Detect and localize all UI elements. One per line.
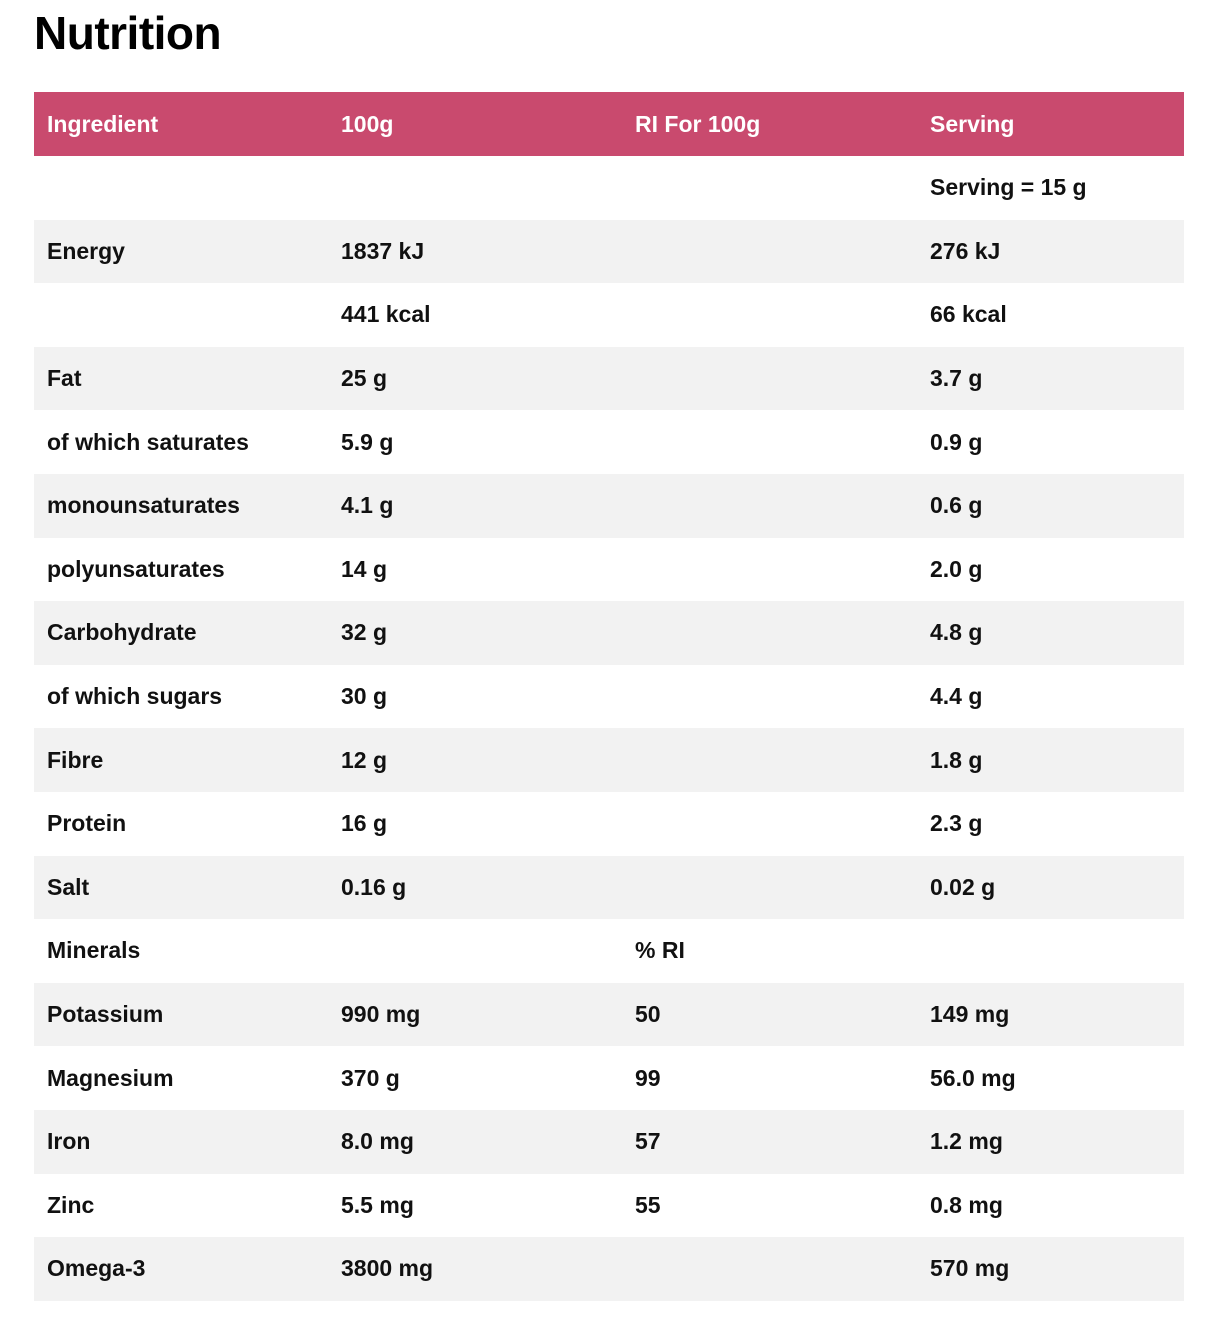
cell-ri: [622, 220, 917, 284]
cell-ri: 50: [635, 1001, 661, 1028]
cell-ri: [622, 728, 917, 792]
cell-per-100g: 370 g: [341, 1064, 400, 1091]
cell-ingredient: Magnesium: [47, 1064, 174, 1091]
cell-ingredient: of which sugars: [47, 683, 223, 710]
cell-ingredient: Salt: [47, 873, 90, 900]
cell-serving: 570 mg: [930, 1255, 1010, 1282]
cell-ingredient: Protein: [47, 810, 127, 837]
cell-ingredient: Carbohydrate: [47, 619, 197, 646]
table-row-saturates: of which saturates 5.9 g 0.9 g: [34, 410, 1184, 474]
cell-ingredient: Minerals: [47, 937, 141, 964]
cell-per-100g: [328, 156, 622, 220]
cell-ri: [622, 410, 917, 474]
table-row-zinc: Zinc 5.5 mg 55 0.8 mg: [34, 1173, 1184, 1238]
cell-per-100g: 1837 kJ: [341, 237, 425, 264]
cell-ingredient: [34, 156, 328, 220]
cell-per-100g: 14 g: [341, 555, 388, 582]
nutrition-table: Ingredient 100g RI For 100g Serving Serv…: [34, 92, 1184, 1301]
cell-ri: [622, 792, 917, 856]
cell-per-100g: 0.16 g: [341, 873, 407, 900]
cell-serving: 2.0 g: [930, 555, 983, 582]
table-row-polyunsaturates: polyunsaturates 14 g 2.0 g: [34, 537, 1184, 602]
cell-ingredient: Iron: [47, 1128, 91, 1155]
cell-ingredient: monounsaturates: [47, 492, 240, 519]
header-per-100g: 100g: [341, 110, 394, 137]
cell-serving: 276 kJ: [930, 237, 1001, 264]
table-row-potassium: Potassium 990 mg 50 149 mg: [34, 982, 1184, 1047]
table-row-fat: Fat 25 g 3.7 g: [34, 346, 1184, 411]
table-body: Serving = 15 g Energy 1837 kJ 276 kJ 441…: [34, 156, 1184, 1301]
cell-serving: 4.8 g: [930, 619, 983, 646]
header-ingredient: Ingredient: [47, 110, 159, 137]
cell-per-100g: 3800 mg: [341, 1255, 434, 1282]
cell-ingredient: of which saturates: [47, 428, 249, 455]
cell-ingredient: Zinc: [47, 1191, 95, 1218]
cell-per-100g: 441 kcal: [341, 301, 431, 328]
cell-per-100g: 5.5 mg: [341, 1191, 414, 1218]
cell-ingredient: Omega-3: [47, 1255, 146, 1282]
cell-per-100g: 32 g: [341, 619, 388, 646]
table-row-carbohydrate: Carbohydrate 32 g 4.8 g: [34, 601, 1184, 665]
cell-ri: [622, 1237, 917, 1301]
cell-serving: [917, 919, 1184, 983]
cell-per-100g: 25 g: [341, 365, 388, 392]
cell-serving: 4.4 g: [930, 683, 983, 710]
table-row-salt: Salt 0.16 g 0.02 g: [34, 855, 1184, 920]
cell-per-100g: 12 g: [341, 746, 388, 773]
cell-serving: 0.02 g: [930, 873, 996, 900]
cell-ri: [622, 283, 917, 347]
cell-serving: 1.8 g: [930, 746, 983, 773]
cell-ri: [622, 856, 917, 920]
cell-ri: [622, 665, 917, 729]
cell-ri: 99: [635, 1064, 661, 1091]
table-row-fibre: Fibre 12 g 1.8 g: [34, 728, 1184, 792]
cell-ingredient: Potassium: [47, 1001, 164, 1028]
cell-ri: [622, 474, 917, 538]
cell-ingredient: [34, 283, 328, 347]
cell-serving: 1.2 mg: [930, 1128, 1003, 1155]
cell-per-100g: 16 g: [341, 810, 388, 837]
cell-serving: 2.3 g: [930, 810, 983, 837]
cell-per-100g: 8.0 mg: [341, 1128, 414, 1155]
table-row-protein: Protein 16 g 2.3 g: [34, 791, 1184, 856]
cell-ri: [622, 347, 917, 411]
header-ri-for-100g: RI For 100g: [635, 110, 761, 137]
table-row-energy-kcal: 441 kcal 66 kcal: [34, 283, 1184, 347]
cell-serving: 0.9 g: [930, 428, 983, 455]
cell-ri: [622, 156, 917, 220]
table-row-iron: Iron 8.0 mg 57 1.2 mg: [34, 1109, 1184, 1174]
cell-per-100g: [328, 919, 622, 983]
cell-ri: % RI: [635, 937, 685, 964]
cell-serving: Serving = 15 g: [930, 174, 1087, 201]
cell-per-100g: 990 mg: [341, 1001, 421, 1028]
header-row: Ingredient 100g RI For 100g Serving: [34, 92, 1184, 156]
cell-per-100g: 30 g: [341, 683, 388, 710]
table-row-omega-3: Omega-3 3800 mg 570 mg: [34, 1237, 1184, 1301]
cell-serving: 0.8 mg: [930, 1191, 1003, 1218]
cell-per-100g: 4.1 g: [341, 492, 394, 519]
cell-ri: 57: [635, 1128, 661, 1155]
table-row-minerals-heading: Minerals % RI: [34, 919, 1184, 983]
table-row-serving-size: Serving = 15 g: [34, 156, 1184, 220]
cell-serving: 3.7 g: [930, 365, 983, 392]
cell-serving: 66 kcal: [930, 301, 1007, 328]
cell-serving: 0.6 g: [930, 492, 983, 519]
cell-serving: 56.0 mg: [930, 1064, 1016, 1091]
cell-per-100g: 5.9 g: [341, 428, 394, 455]
table-row-energy-kj: Energy 1837 kJ 276 kJ: [34, 219, 1184, 284]
header-serving: Serving: [930, 110, 1015, 137]
table-row-sugars: of which sugars 30 g 4.4 g: [34, 664, 1184, 729]
cell-ingredient: Fat: [47, 365, 82, 392]
cell-ingredient: polyunsaturates: [47, 555, 225, 582]
cell-serving: 149 mg: [930, 1001, 1010, 1028]
cell-ri: 55: [635, 1191, 661, 1218]
cell-ri: [622, 601, 917, 665]
table-row-monounsaturates: monounsaturates 4.1 g 0.6 g: [34, 473, 1184, 538]
cell-ingredient: Energy: [47, 237, 125, 264]
table-header: Ingredient 100g RI For 100g Serving: [34, 92, 1184, 156]
cell-ingredient: Fibre: [47, 746, 104, 773]
cell-ri: [622, 538, 917, 602]
page-title: Nutrition: [34, 7, 222, 59]
table-row-magnesium: Magnesium 370 g 99 56.0 mg: [34, 1046, 1184, 1110]
